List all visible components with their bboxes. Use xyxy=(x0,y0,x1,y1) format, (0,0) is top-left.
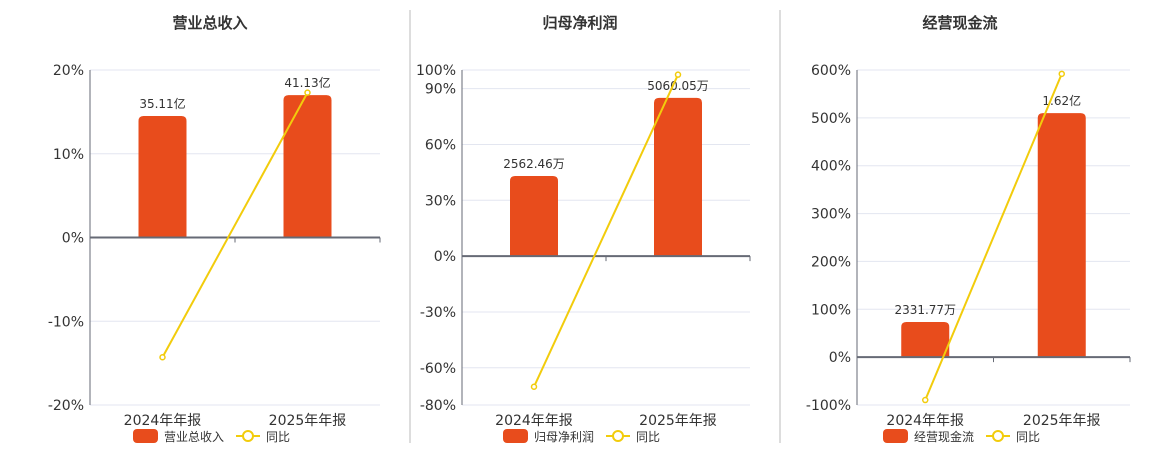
yoy-point xyxy=(674,71,682,78)
yoy-point xyxy=(304,89,311,96)
legend-bar-swatch xyxy=(883,429,908,443)
bar-label: 41.13亿 xyxy=(284,75,330,90)
chart-2: 归母净利润 -80% -60% -30% 0% 30% 60% 90% 100% 2562.46万… xyxy=(416,14,751,444)
y-tick-label: 30% xyxy=(425,193,456,209)
y-tick-label: 600% xyxy=(811,63,851,79)
bar xyxy=(510,175,558,257)
y-tick-label: 300% xyxy=(811,207,851,223)
y-tick-label: 100% xyxy=(416,63,456,79)
bar xyxy=(138,115,187,238)
legend-line-label: 同比 xyxy=(636,430,660,444)
x-tick-label: 2024年年报 xyxy=(495,413,573,429)
legend-bar-swatch xyxy=(503,429,528,443)
y-tick-label: -100% xyxy=(806,398,851,414)
y-tick-label: 0% xyxy=(62,231,84,247)
yoy-point xyxy=(1058,70,1065,78)
yoy-point xyxy=(159,354,166,361)
y-tick-label: 0% xyxy=(829,350,851,366)
y-tick-label: 0% xyxy=(434,249,456,265)
y-tick-label: -20% xyxy=(48,398,84,414)
y-tick-label: -80% xyxy=(420,398,456,414)
legend-bar-label: 营业总收入 xyxy=(164,430,224,444)
yoy-line xyxy=(924,73,1063,401)
legend-line-label: 同比 xyxy=(266,430,290,444)
legend-bar-label: 归母净利润 xyxy=(534,430,594,444)
x-tick-label: 2024年年报 xyxy=(124,413,202,429)
y-tick-label: 60% xyxy=(425,137,456,153)
y-tick-label: -60% xyxy=(420,361,456,377)
y-tick-label: 100% xyxy=(811,302,851,318)
chart-title: 经营现金流 xyxy=(922,14,997,32)
x-tick-label: 2024年年报 xyxy=(886,413,964,429)
bar xyxy=(901,322,950,358)
x-tick-label: 2025年年报 xyxy=(269,413,347,429)
legend-line-marker xyxy=(612,430,624,442)
y-tick-label: 20% xyxy=(53,63,84,79)
bar-label: 5060.05万 xyxy=(647,79,709,93)
chart-title: 归母净利润 xyxy=(542,14,617,32)
chart-title: 营业总收入 xyxy=(172,14,247,32)
y-tick-label: -10% xyxy=(48,314,84,330)
yoy-line xyxy=(161,92,309,358)
chart-1: 营业总收入 -20% -10% 0% 10% 20% 35.11亿 2024年年报 41.13亿… xyxy=(48,14,381,444)
yoy-line xyxy=(533,74,679,388)
y-tick-label: 90% xyxy=(425,82,456,98)
bar-label: 2331.77万 xyxy=(894,303,956,317)
legend-bar-label: 经营现金流 xyxy=(914,429,974,444)
chart-3: 经营现金流 -100% 0% 100% 200% 300% 400% 500% 600% 2331… xyxy=(806,14,1131,444)
x-tick-label: 2025年年报 xyxy=(1023,413,1101,429)
bar-label: 2562.46万 xyxy=(503,157,565,171)
yoy-point xyxy=(922,396,929,404)
y-tick-label: 500% xyxy=(811,111,851,127)
bar xyxy=(283,95,332,238)
y-tick-label: 400% xyxy=(811,159,851,175)
bar xyxy=(1037,113,1086,358)
bar-label: 35.11亿 xyxy=(139,96,185,111)
y-tick-label: 10% xyxy=(53,147,84,163)
legend-bar-swatch xyxy=(133,429,158,443)
y-tick-label: 200% xyxy=(811,254,851,270)
y-tick-label: -30% xyxy=(420,305,456,321)
legend-line-label: 同比 xyxy=(1016,430,1040,444)
yoy-point xyxy=(530,383,538,391)
bar xyxy=(654,97,702,257)
legend-line-marker xyxy=(992,430,1004,442)
legend-line-marker xyxy=(242,430,254,442)
x-tick-label: 2025年年报 xyxy=(639,413,717,429)
